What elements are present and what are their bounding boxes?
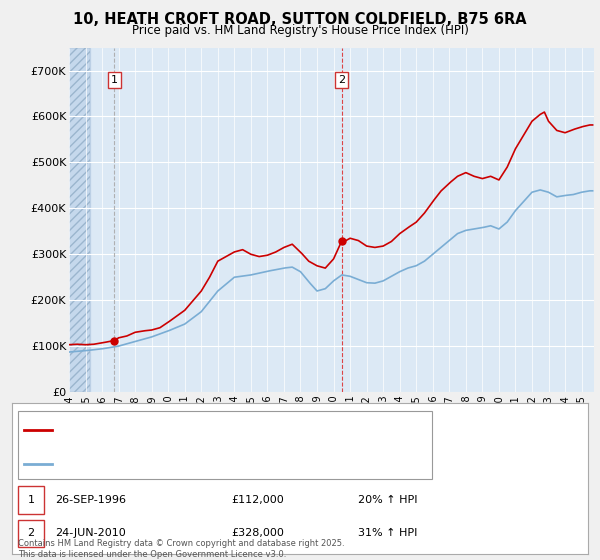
FancyBboxPatch shape	[18, 486, 44, 514]
FancyBboxPatch shape	[18, 520, 44, 547]
FancyBboxPatch shape	[18, 411, 433, 479]
Bar	[69, 48, 91, 392]
Text: 10, HEATH CROFT ROAD, SUTTON COLDFIELD, B75 6RA: 10, HEATH CROFT ROAD, SUTTON COLDFIELD, …	[73, 12, 527, 27]
Text: 26-SEP-1996: 26-SEP-1996	[55, 495, 126, 505]
Text: 31% ↑ HPI: 31% ↑ HPI	[358, 528, 417, 538]
Text: 1: 1	[28, 495, 35, 505]
Text: 24-JUN-2010: 24-JUN-2010	[55, 528, 126, 538]
Text: 1: 1	[111, 74, 118, 85]
Text: £328,000: £328,000	[231, 528, 284, 538]
Text: 2: 2	[338, 74, 345, 85]
Text: 2: 2	[28, 528, 35, 538]
Text: Contains HM Land Registry data © Crown copyright and database right 2025.
This d: Contains HM Land Registry data © Crown c…	[18, 539, 344, 559]
Text: Price paid vs. HM Land Registry's House Price Index (HPI): Price paid vs. HM Land Registry's House …	[131, 24, 469, 37]
Text: HPI: Average price, detached house, Birmingham: HPI: Average price, detached house, Birm…	[61, 459, 307, 469]
Text: 10, HEATH CROFT ROAD, SUTTON COLDFIELD, B75 6RA (detached house): 10, HEATH CROFT ROAD, SUTTON COLDFIELD, …	[61, 426, 428, 436]
Bar	[69, 48, 91, 392]
Text: 20% ↑ HPI: 20% ↑ HPI	[358, 495, 417, 505]
Text: £112,000: £112,000	[231, 495, 284, 505]
